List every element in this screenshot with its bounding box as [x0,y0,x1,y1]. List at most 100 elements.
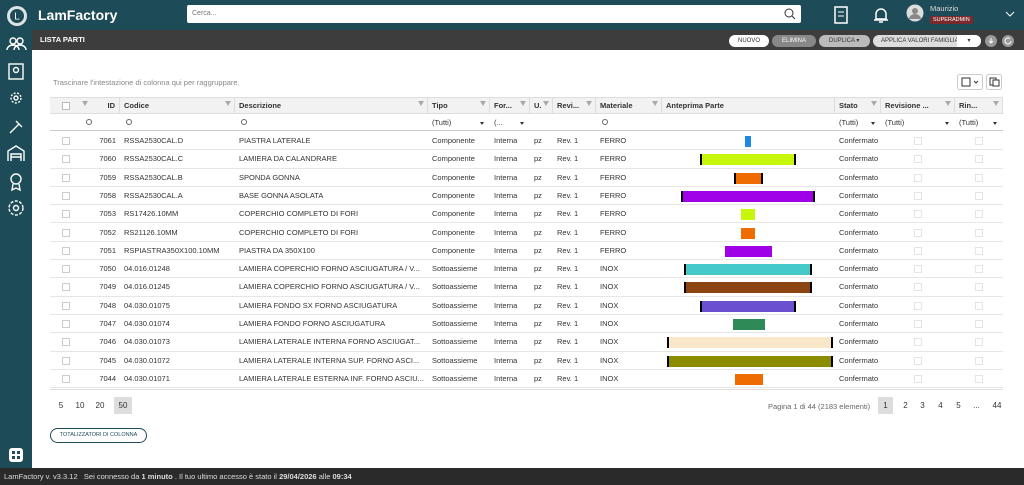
search-icon[interactable] [86,119,92,125]
column-header[interactable]: Rin... [955,98,1003,114]
filter-icon[interactable] [945,101,951,106]
filter-icon[interactable] [586,101,592,106]
grid-row[interactable] [50,242,1003,261]
page-button[interactable]: 4 [938,401,943,410]
filter-dropdown[interactable]: (Tutti) [885,118,905,127]
column-header[interactable]: Materiale [596,98,662,114]
cell: 7045 [99,355,116,365]
row-checkbox[interactable] [62,265,70,274]
row-checkbox[interactable] [62,356,70,365]
refresh-button[interactable] [1002,35,1014,47]
grid-row[interactable] [50,260,1003,279]
user-menu-caret[interactable] [1005,10,1015,18]
grid-row[interactable] [50,224,1003,242]
row-checkbox[interactable] [62,283,70,292]
filter-icon[interactable] [418,101,424,106]
row-checkbox[interactable] [62,246,70,255]
column-header[interactable]: Revi... [553,98,596,114]
users-icon[interactable] [6,37,27,51]
page-size-option[interactable]: 5 [58,401,64,410]
cell: Confermato [839,227,879,237]
filter-dropdown[interactable]: (Tutti) [432,118,452,127]
grid-row[interactable] [50,169,1003,187]
column-header[interactable]: U. [530,98,553,114]
column-header[interactable]: Tipo [428,98,490,114]
grid-row[interactable] [50,278,1003,297]
select-all-checkbox[interactable] [62,102,70,110]
delete-button[interactable]: ELIMINA [772,35,816,47]
totals-button[interactable]: TOTALIZZATORI DI COLONNA [50,428,147,443]
cell: FERRO [600,172,627,182]
page-button[interactable]: 44 [992,401,1002,410]
export-button[interactable] [957,74,983,90]
filter-icon[interactable] [652,101,658,106]
filter-dropdown[interactable]: (Tutti) [839,118,859,127]
row-checkbox[interactable] [62,338,70,347]
filter-icon[interactable] [543,101,549,106]
filter-icon[interactable] [225,101,231,106]
row-checkbox[interactable] [62,374,70,383]
grid-row[interactable] [50,132,1003,151]
award-icon[interactable] [10,173,22,192]
bell-icon[interactable] [872,6,890,24]
grid-row[interactable] [50,333,1003,352]
row-checkbox[interactable] [62,191,70,200]
page-size-option[interactable]: 10 [75,401,85,410]
download-button[interactable] [985,35,997,47]
profile-icon[interactable] [8,63,24,80]
column-chooser-button[interactable] [986,74,1002,90]
search-icon[interactable] [602,119,608,125]
search-box[interactable]: Cerca... [187,5,801,23]
avatar[interactable] [906,4,924,22]
grid-row[interactable] [50,150,1003,169]
filter-dropdown[interactable]: (... [494,118,503,127]
row-checkbox[interactable] [62,320,70,328]
search-icon[interactable] [241,119,247,125]
apps-icon[interactable] [9,448,23,462]
warehouse-icon[interactable] [7,145,25,161]
page-size-option[interactable]: 20 [95,401,105,410]
row-checkbox[interactable] [62,173,70,182]
hammer-icon[interactable] [9,120,23,134]
cell: RSSA2530CAL.D [124,136,184,145]
row-checkbox[interactable] [62,155,70,164]
apply-family-button[interactable]: APPLICA VALORI FAMIGLIA ▾ [873,35,981,47]
filter-dropdown[interactable]: (Tutti) [959,118,979,127]
grid-row[interactable] [50,352,1003,370]
page-size-option[interactable]: 50 [114,397,132,414]
cell: Sottoassieme [432,337,478,347]
filter-icon[interactable] [480,101,486,106]
settings-icon[interactable] [8,200,24,216]
column-header[interactable]: Anteprima Parte [662,98,835,114]
page-button[interactable]: 1 [878,397,893,414]
page-button[interactable]: 5 [956,401,961,410]
filter-icon[interactable] [871,101,877,106]
cell: COPERCHIO COMPLETO DI FORI [239,209,359,219]
grid-row[interactable] [50,315,1003,334]
grid-row[interactable] [50,370,1003,389]
filter-icon[interactable] [993,101,999,106]
filter-icon[interactable] [82,101,88,106]
search-icon[interactable] [126,119,132,125]
grid-row[interactable] [50,297,1003,315]
row-checkbox[interactable] [62,137,70,145]
duplicate-button[interactable]: DUPLICA ▾ [819,35,870,47]
column-header[interactable]: Codice [120,98,235,114]
row-checkbox[interactable] [62,228,70,237]
grid-row[interactable] [50,205,1003,224]
docs-icon[interactable] [833,6,849,24]
cell: 7049 [99,282,116,292]
row-checkbox[interactable] [62,301,70,310]
filter-icon[interactable] [520,101,526,106]
column-header[interactable]: ID [80,98,120,114]
column-header[interactable]: Revisione ... [881,98,955,114]
column-header[interactable]: Stato [835,98,881,114]
page-button[interactable]: 2 [903,401,908,410]
row-checkbox[interactable] [62,210,70,219]
grid-row[interactable] [50,187,1003,206]
new-button[interactable]: NUOVO [729,35,769,47]
column-header[interactable]: For... [490,98,530,114]
gears-icon[interactable] [10,92,22,104]
page-button[interactable]: 3 [920,401,925,410]
column-header[interactable]: Descrizione [235,98,428,114]
